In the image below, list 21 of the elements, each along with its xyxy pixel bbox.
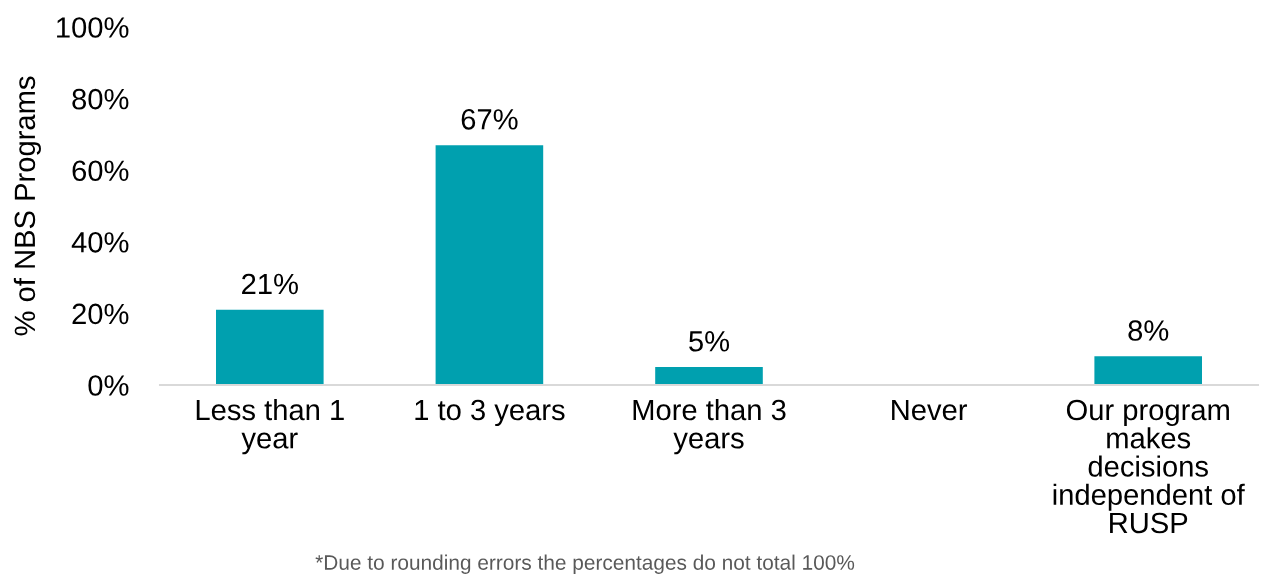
x-tick-label: Less than 1 year — [196, 398, 344, 455]
bar — [435, 145, 544, 385]
data-label: 67% — [461, 109, 518, 130]
x-tick-label: Never — [892, 399, 968, 421]
y-tick-label: 0% — [88, 375, 129, 396]
x-tick-label: More than 3 years — [633, 398, 786, 455]
bar — [1094, 356, 1202, 385]
bar — [655, 367, 763, 385]
x-tick-label: 1 to 3 years — [415, 399, 565, 427]
bar — [216, 309, 324, 385]
y-tick-label: 80% — [72, 88, 129, 110]
y-tick-label: 60% — [72, 160, 129, 182]
y-tick-label: 100% — [57, 17, 129, 38]
x-tick-label: Our program makes decisions independent of RUSP — [1053, 399, 1245, 534]
y-axis-title: % of NBS Programs — [13, 76, 41, 336]
text: *Due to rounding errors the percentages do not total 100% — [315, 554, 855, 574]
y-tick-label: 40% — [71, 232, 129, 253]
data-label: 5% — [689, 331, 730, 352]
data-label: 8% — [1128, 320, 1169, 341]
y-tick-label: 20% — [72, 303, 129, 325]
data-label: 21% — [242, 273, 298, 295]
